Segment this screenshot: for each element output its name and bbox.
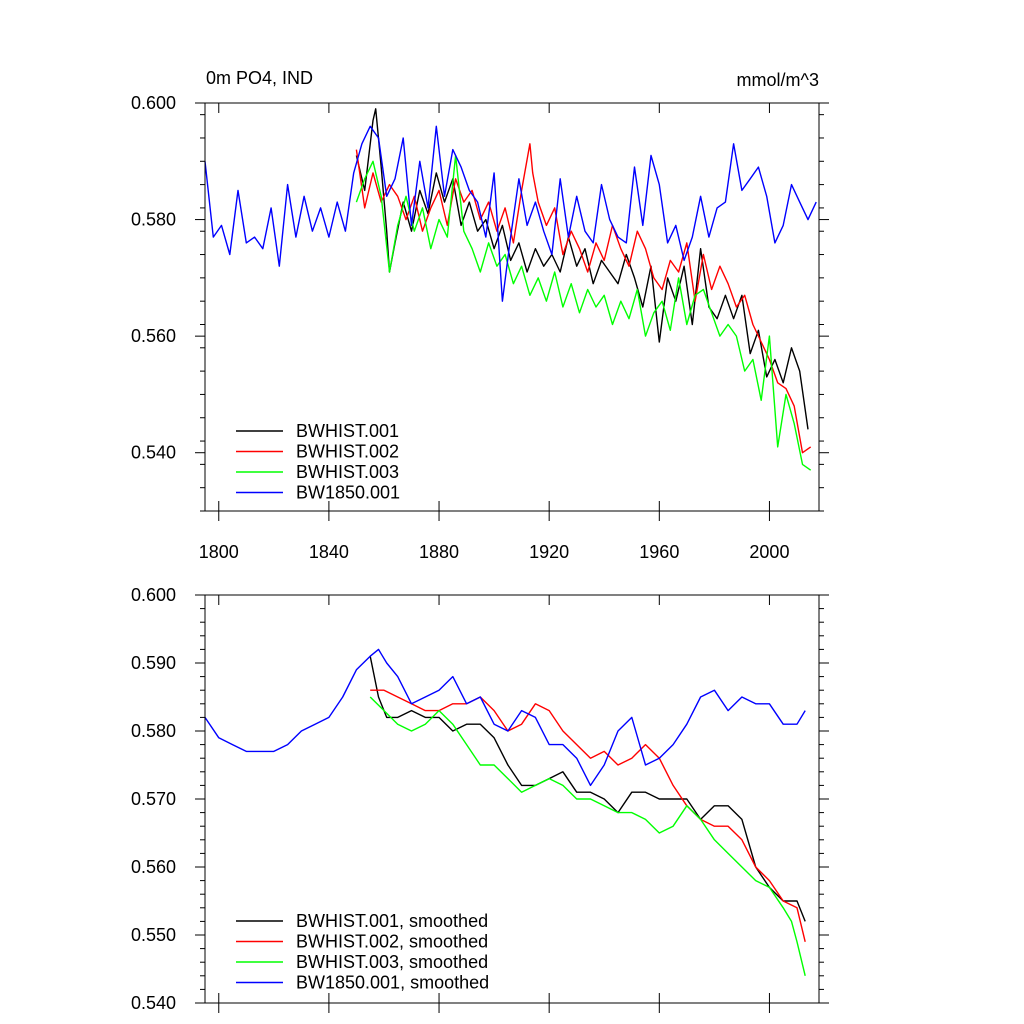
- top-series-group: [204, 108, 817, 471]
- bot-series-line-1: [369, 656, 806, 922]
- bot-ytick-label-0: 0.540: [131, 993, 176, 1013]
- top-plot-frame: [204, 102, 820, 512]
- top-series-line-4: [204, 125, 817, 302]
- top-series-line-3: [355, 154, 812, 471]
- bot-ytick-label-3: 0.570: [131, 789, 176, 809]
- top-series-line-1: [355, 108, 809, 430]
- top-title-right: mmol/m^3: [737, 70, 819, 90]
- top-series-line-2: [355, 143, 812, 454]
- bot-legend-label-4: BW1850.001, smoothed: [296, 973, 489, 993]
- top-ytick-label-1: 0.560: [131, 326, 176, 346]
- top-xtick-label-4: 1960: [639, 542, 679, 562]
- top-xtick-label-2: 1880: [419, 542, 459, 562]
- top-legend-label-1: BWHIST.001: [296, 421, 399, 441]
- top-legend-label-2: BWHIST.002: [296, 442, 399, 462]
- bottom-series-group: [204, 648, 806, 976]
- top-title-left: 0m PO4, IND: [206, 68, 313, 88]
- top-ytick-label-0: 0.540: [131, 443, 176, 463]
- bot-ytick-label-1: 0.550: [131, 925, 176, 945]
- top-tick-group: 1800 1840 1880 1920 1960 2000 0.540 0.560 0.580 0…: [131, 93, 829, 562]
- top-legend-label-4: BW1850.001: [296, 483, 400, 503]
- bot-legend-label-3: BWHIST.003, smoothed: [296, 952, 488, 972]
- top-xtick-label-3: 1920: [529, 542, 569, 562]
- top-xtick-label-0: 1800: [199, 542, 239, 562]
- bot-legend-label-1: BWHIST.001, smoothed: [296, 911, 488, 931]
- bot-legend-label-2: BWHIST.002, smoothed: [296, 932, 488, 952]
- bottom-panel: 0.540 0.550 0.560 0.570 0.580 0.590 0.600 BWHI…: [131, 585, 829, 1013]
- bot-series-line-3: [369, 696, 806, 976]
- bot-ytick-label-5: 0.590: [131, 653, 176, 673]
- bot-ytick-label-2: 0.560: [131, 857, 176, 877]
- bot-series-line-4: [204, 648, 806, 787]
- top-xtick-label-1: 1840: [309, 542, 349, 562]
- bottom-tick-group: 0.540 0.550 0.560 0.570 0.580 0.590 0.600: [131, 585, 829, 1013]
- top-xtick-label-5: 2000: [749, 542, 789, 562]
- bot-series-line-2: [370, 689, 806, 942]
- bot-ytick-label-6: 0.600: [131, 585, 176, 605]
- top-legend-label-3: BWHIST.003: [296, 462, 399, 482]
- top-ytick-label-3: 0.600: [131, 93, 176, 113]
- bot-ytick-label-4: 0.580: [131, 721, 176, 741]
- top-ytick-label-2: 0.580: [131, 210, 176, 230]
- top-panel: 1800 1840 1880 1920 1960 2000 0.540 0.560 0.580 0…: [131, 68, 829, 562]
